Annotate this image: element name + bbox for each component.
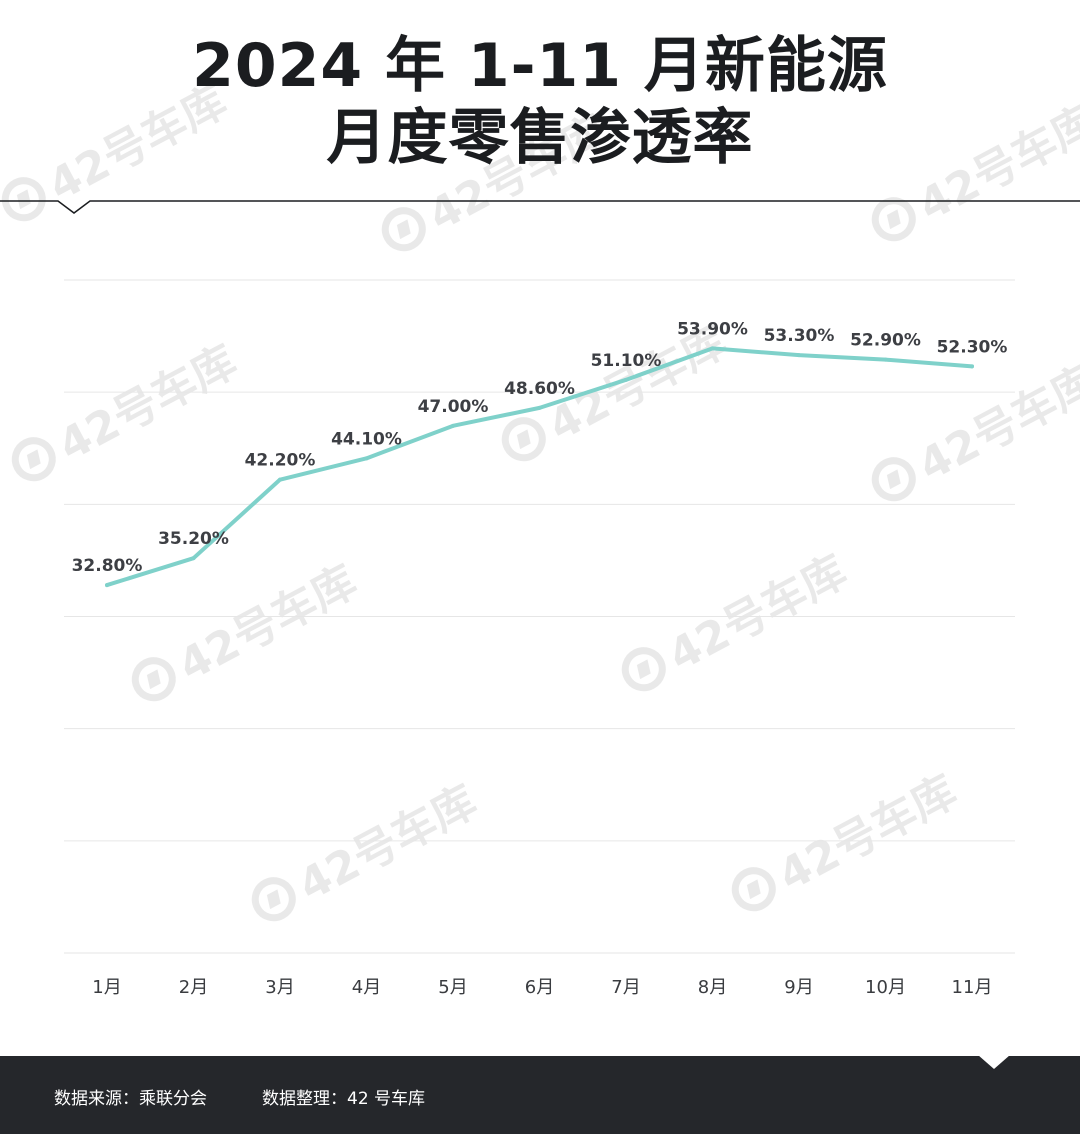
chart-title: 2024 年 1-11 月新能源 月度零售渗透率 <box>0 30 1080 174</box>
data-label: 42.20% <box>245 451 316 471</box>
line-chart: 32.80% 35.20% 42.20% 44.10% 47.00% 48.60% 51.1… <box>64 279 1015 998</box>
data-compiled-text: 数据整理：42 号车库 <box>262 1089 426 1109</box>
x-tick-label: 9月 <box>784 977 813 998</box>
footer-notch <box>978 1055 1010 1069</box>
data-point <box>278 477 282 482</box>
data-point <box>537 405 542 410</box>
x-tick-label: 5月 <box>438 977 467 998</box>
data-point <box>624 377 628 382</box>
data-label: 52.90% <box>850 331 921 351</box>
data-label: 48.60% <box>504 379 575 399</box>
data-point <box>970 364 974 369</box>
x-tick-label: 4月 <box>352 977 381 998</box>
x-tick-label: 2月 <box>179 977 208 998</box>
data-source-text: 数据来源：乘联分会 <box>54 1089 207 1109</box>
x-tick-label: 7月 <box>611 977 640 998</box>
title-line-2: 月度零售渗透率 <box>326 103 754 173</box>
title-divider <box>0 200 1080 214</box>
data-label: 44.10% <box>331 429 402 449</box>
x-tick-label: 11月 <box>952 977 993 998</box>
x-tick-label: 6月 <box>525 977 554 998</box>
data-point <box>797 353 801 358</box>
data-point <box>364 456 369 461</box>
data-point <box>191 556 196 561</box>
data-label: 53.30% <box>764 326 835 346</box>
data-point <box>451 423 455 428</box>
x-tick-label: 1月 <box>92 977 121 998</box>
title-line-1: 2024 年 1-11 月新能源 <box>192 31 888 101</box>
data-point <box>105 583 109 588</box>
x-tick-label: 3月 <box>265 977 294 998</box>
data-label: 35.20% <box>158 529 229 549</box>
data-point <box>710 346 715 351</box>
data-label: 51.10% <box>591 351 662 371</box>
data-label: 52.30% <box>937 337 1008 357</box>
data-label: 32.80% <box>72 556 143 576</box>
data-label: 53.90% <box>677 319 748 339</box>
data-point <box>883 357 888 362</box>
footer: 数据来源：乘联分会 数据整理：42 号车库 <box>0 1055 1080 1134</box>
x-tick-label: 8月 <box>698 977 727 998</box>
data-label: 47.00% <box>418 397 489 417</box>
x-tick-label: 10月 <box>865 977 906 998</box>
